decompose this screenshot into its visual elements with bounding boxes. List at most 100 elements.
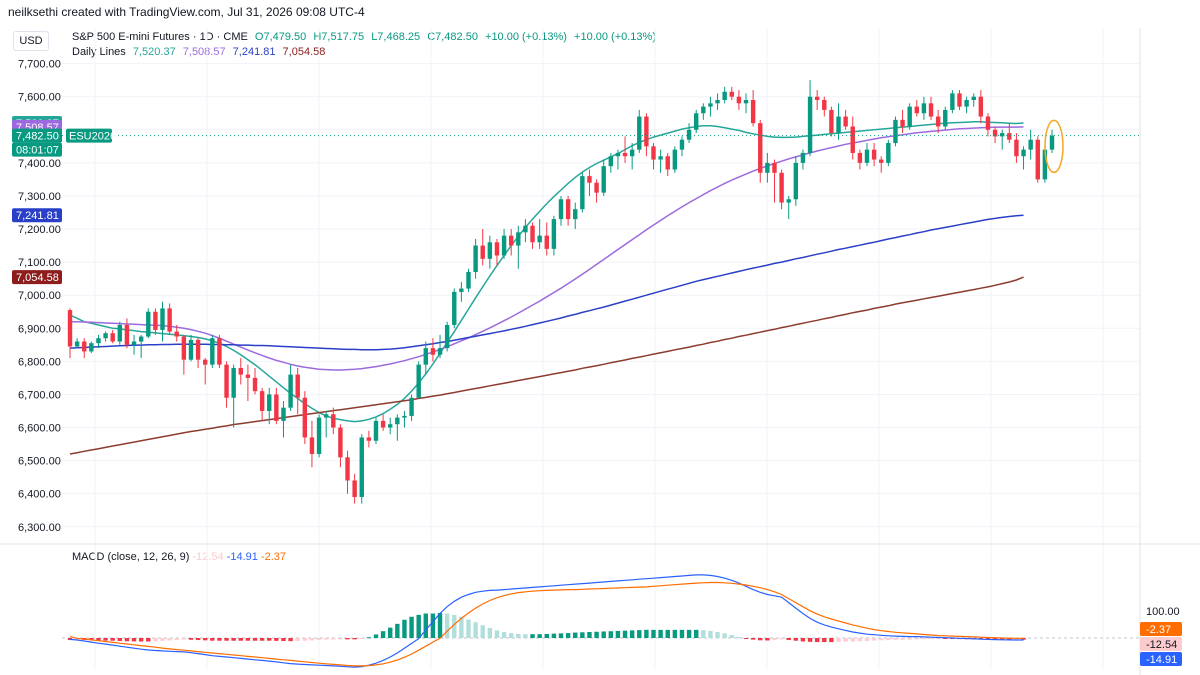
candle-body [836,116,841,134]
candle [722,86,727,104]
macd-histogram-bar [281,638,286,641]
macd-histogram-bar [323,638,329,640]
candle [210,334,215,368]
candle [900,109,905,134]
candle-body [957,93,962,107]
macd-tag-text: -12.54 [1146,639,1177,651]
candle-body [459,288,464,292]
macd-histogram-bar [729,635,734,638]
candle [658,149,663,173]
macd-histogram-bar [886,638,891,641]
candle [893,116,898,147]
price-axis-label: 6,400.00 [18,489,61,501]
daily-line-value-2: 7,508.57 [182,46,226,58]
macd-histogram-bar [67,638,73,641]
macd-histogram-bar [501,632,507,638]
macd-histogram-bar [822,638,827,643]
candle [992,126,998,144]
candle-body [380,420,386,428]
price-tag-bg [12,119,62,134]
candle-body [395,417,400,425]
macd-histogram-bar [800,638,806,642]
candle-body [722,91,727,101]
macd-histogram-bar [893,638,898,640]
candle [459,281,464,302]
candle-body [423,348,429,365]
candle [195,338,201,368]
candlestick-series [62,80,1140,504]
candle-body [89,343,94,352]
candle [779,169,784,210]
macd-histogram-bar [537,634,542,638]
price-tag-text: 08:01:07 [16,145,59,157]
candle-body [864,149,870,163]
candle-body [594,182,599,193]
candle-body [814,96,820,101]
candle [1021,146,1026,170]
candle [523,219,528,243]
symbol-tag-text: ESU2026 [69,131,116,143]
candle-body [523,225,528,233]
candle [331,407,336,435]
candle-body [587,176,592,183]
candle-body [999,133,1005,137]
macd-histogram-bar [103,638,108,641]
price-tag: 7,520.37 [12,116,62,131]
currency-button[interactable]: USD [13,31,49,51]
macd-histogram-bar [1007,638,1012,640]
macd-histogram-bar [615,630,621,638]
macd-tag-bg [1140,637,1182,651]
candle [615,149,621,170]
candle-body [466,272,471,289]
candle [786,195,791,220]
candle [217,334,222,368]
candle-body [96,338,101,344]
candle [693,109,699,134]
macd-histogram-bar [879,638,884,641]
ohlc-close: C7,482.50 [427,31,478,43]
candle-body [786,199,791,203]
candle-body [779,172,784,203]
macd-title[interactable]: MACD (close, 12, 26, 9) [72,551,190,563]
candle [679,136,685,157]
candle [124,318,130,349]
candle-body [338,427,343,458]
macd-histogram-bar [758,638,763,641]
macd-histogram-bar [516,633,521,638]
symbol-title[interactable]: S&P 500 E-mini Futures · 1D · CME [72,31,248,43]
candle [96,334,101,349]
price-tag-bg [12,116,62,131]
candle-body [309,437,315,454]
candle [843,109,848,130]
candle-body [879,159,884,163]
candle [117,321,123,345]
candle-body [416,364,421,398]
candle [103,331,108,342]
macd-histogram-bar [473,622,478,638]
macd-histogram-bar [701,630,706,638]
candle-body [551,219,557,249]
price-tag-text: 7,054.58 [16,272,59,284]
candle [957,90,962,110]
macd-histogram-bar [96,638,101,641]
daily-lines-label[interactable]: Daily Lines [72,46,126,58]
candle [452,288,457,329]
candle-body [622,152,628,157]
macd-histogram-bar [487,627,493,638]
candle [793,156,799,206]
macd-histogram-bar [971,638,976,640]
candle [74,338,80,349]
macd-histogram-bar [117,638,123,641]
daily-line-value-4: 7,054.58 [282,46,326,58]
price-axis-label: 6,300.00 [18,522,61,534]
candle [146,308,151,339]
candle-body [430,348,436,355]
macd-histogram-bar [587,632,592,638]
macd-histogram-bar [1021,638,1026,640]
candle-body [231,367,236,398]
macd-histogram-bar [708,630,713,638]
candle-body [637,116,642,150]
candle-body [1049,135,1055,150]
macd-histogram-bar [160,638,165,641]
